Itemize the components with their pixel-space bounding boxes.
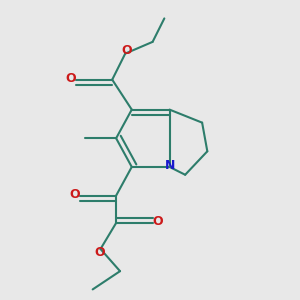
Text: O: O bbox=[121, 44, 132, 58]
Text: N: N bbox=[165, 159, 175, 172]
Text: O: O bbox=[94, 246, 104, 259]
Text: O: O bbox=[152, 215, 163, 228]
Text: O: O bbox=[70, 188, 80, 201]
Text: O: O bbox=[66, 72, 76, 85]
